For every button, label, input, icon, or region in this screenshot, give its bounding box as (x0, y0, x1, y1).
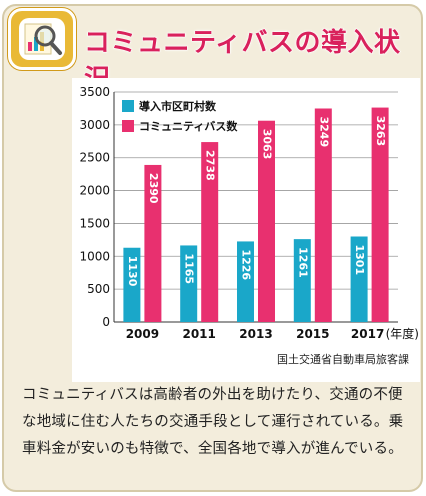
y-tick-label-1: 500 (87, 282, 110, 296)
bar-municipalities-2013 (237, 241, 254, 322)
legend-swatch-1 (122, 120, 134, 132)
chart-magnifier-icon (24, 23, 62, 55)
x-unit-label: (年度) (386, 326, 419, 341)
bar-municipalities-2011 (180, 245, 198, 322)
y-tick-label-3: 1500 (79, 216, 110, 230)
x-tick-label-2009: 2009 (126, 327, 159, 341)
x-tick-label-2017: 2017 (351, 327, 384, 341)
y-tick-label-0: 0 (102, 315, 110, 329)
bar-value-label-1-2013: 3063 (261, 129, 274, 160)
legend-label-0: 導入市区町村数 (139, 99, 217, 113)
y-tick-label-2: 1000 (79, 249, 110, 263)
bar-buses-2011 (201, 142, 219, 322)
badge-inner (19, 18, 65, 60)
bar-value-label-1-2017: 3263 (374, 116, 387, 147)
bar-value-label-1-2011: 2738 (204, 150, 217, 181)
y-tick-label-5: 2500 (79, 151, 110, 165)
bar-buses-2009 (144, 164, 162, 322)
bar-value-label-1-2015: 3249 (317, 116, 330, 147)
legend-swatch-0 (122, 100, 134, 112)
title-badge (8, 8, 76, 70)
bar-municipalities-2017 (350, 236, 368, 322)
bar-buses-2017 (371, 107, 389, 323)
y-tick-label-7: 3500 (79, 85, 110, 99)
y-tick-label-4: 2000 (79, 184, 110, 198)
x-tick-label-2011: 2011 (182, 327, 215, 341)
bar-buses-2013 (258, 120, 275, 322)
bar-value-label-0-2017: 1301 (353, 245, 366, 276)
x-tick-label-2013: 2013 (239, 327, 272, 341)
bar-chart: 0 500 1000 1500 2000 2500 3000 3500 1130 2390 2009… (79, 85, 419, 341)
bar-value-label-0-2013: 1226 (240, 249, 253, 280)
y-tick-label-6: 3000 (79, 118, 110, 132)
bar-value-label-0-2011: 1165 (183, 253, 196, 284)
bar-buses-2015 (314, 108, 332, 322)
description-text: コミュニティバスは高齢者の外出を助けたり、交通の不便な地域に住む人たちの交通手段… (22, 387, 404, 457)
info-card: コミュニティバスの導入状況 0 500 1000 1500 2000 2500 3000 35… (2, 4, 423, 492)
x-tick-label-2015: 2015 (296, 327, 329, 341)
bar-value-label-1-2009: 2390 (147, 173, 160, 204)
legend-label-1: コミュニティバス数 (139, 119, 238, 133)
bar-municipalities-2015 (293, 239, 311, 322)
bar-municipalities-2009 (123, 247, 141, 322)
source-note: 国土交通省自動車局旅客課 (277, 353, 409, 366)
bar-value-label-0-2015: 1261 (296, 247, 309, 278)
title-row: コミュニティバスの導入状況 (4, 6, 425, 96)
chart-panel: 0 500 1000 1500 2000 2500 3000 3500 1130 2390 2009… (72, 78, 420, 382)
bar-value-label-0-2009: 1130 (126, 256, 139, 287)
